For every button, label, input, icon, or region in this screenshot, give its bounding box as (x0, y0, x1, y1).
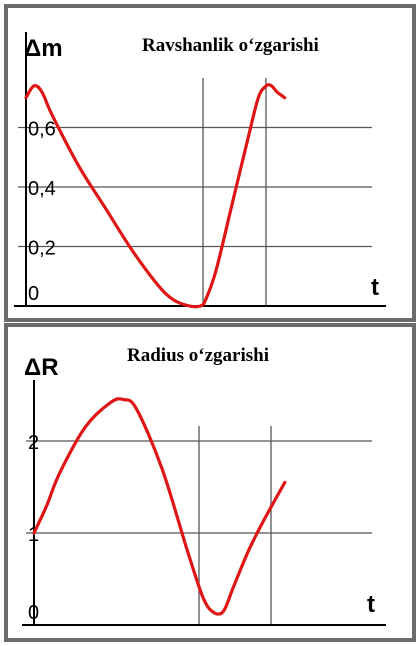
brightness-chart-panel: 0 0,2 0,4 0,6 Δm Ravshanlik o‘zgarishi t (4, 4, 416, 322)
radius-y-axis-label: ΔR (24, 354, 59, 381)
brightness-y-tick-label: 0,4 (28, 178, 56, 200)
radius-grid: 0 1 2 (22, 380, 386, 626)
brightness-series (24, 83, 287, 309)
brightness-y-axis-label: Δm (24, 35, 63, 62)
radius-chart-panel: 0 1 2 ΔR Radius o‘zgarishi t (4, 323, 416, 642)
radius-series (32, 397, 287, 616)
radius-y-tick-label: 2 (28, 432, 39, 454)
radius-y-tick-label: 0 (28, 602, 39, 624)
brightness-x-axis-label: t (371, 274, 379, 301)
radius-y-tick-label: 1 (28, 524, 39, 546)
brightness-grid: 0 0,2 0,4 0,6 (14, 32, 386, 307)
brightness-y-tick-label: 0,6 (28, 119, 56, 141)
radius-chart-frame (4, 323, 416, 642)
brightness-curve (24, 83, 287, 309)
radius-x-axis-label: t (367, 591, 375, 618)
brightness-chart-title: Ravshanlik o‘zgarishi (142, 35, 319, 56)
brightness-y-tick-label: 0,2 (28, 238, 56, 260)
brightness-y-tick-label: 0 (28, 283, 39, 305)
radius-chart-title: Radius o‘zgarishi (127, 345, 269, 366)
brightness-chart-frame (4, 4, 416, 322)
radius-curve (32, 397, 287, 616)
